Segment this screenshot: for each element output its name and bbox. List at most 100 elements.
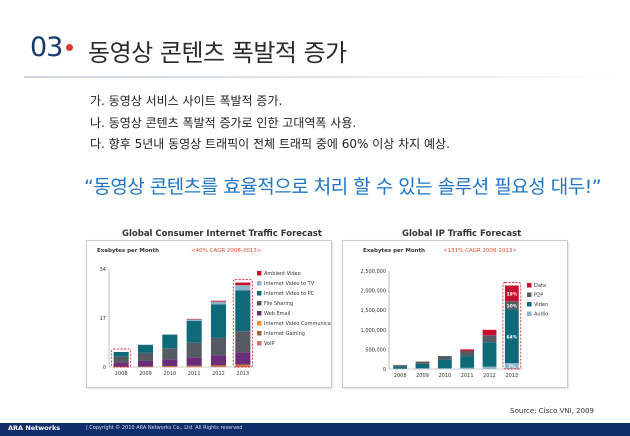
- legend-label: Video: [534, 302, 548, 308]
- bar-segment: [235, 366, 251, 367]
- bar-segment: [162, 359, 178, 367]
- bar-segment: [235, 285, 251, 291]
- bullet-item: 다. 향후 5년내 동영상 트래픽이 전체 트래픽 중에 60% 이상 차지 예…: [90, 137, 450, 151]
- bar-segment: [210, 365, 227, 367]
- y-tick-label: 0: [383, 367, 386, 373]
- title-bullet-dot: [66, 44, 73, 51]
- bar-segment: [460, 350, 475, 357]
- bar-segment: [137, 366, 154, 368]
- bar-segment: [137, 344, 154, 346]
- x-tick-label: 2008: [115, 371, 128, 377]
- bar-segment: [186, 357, 202, 366]
- bar-segment: [504, 363, 519, 369]
- bar-segment: [235, 290, 251, 332]
- bar-segment: [186, 318, 202, 320]
- bar-segment: [162, 366, 178, 367]
- footer-brand: ARA Networks: [8, 424, 61, 432]
- legend-label: Data: [534, 283, 546, 289]
- bullet-item: 가. 동영상 서비스 사이트 폭발적 증가.: [90, 94, 283, 108]
- bar-segment: [482, 329, 497, 336]
- bar-segment: [504, 285, 519, 302]
- bar-segment: [113, 362, 129, 367]
- y-tick-label: 2,500,000: [361, 269, 386, 275]
- footer-copyright: | Copyright © 2010 ARA Networks Co., Ltd…: [86, 425, 243, 431]
- legend-swatch: [257, 341, 262, 346]
- legend-label: Internet Video Communications: [264, 321, 331, 327]
- x-tick-label: 2011: [461, 373, 474, 379]
- bar-segment: [482, 342, 497, 367]
- bar-segment: [210, 304, 227, 338]
- bar-segment: [186, 342, 202, 358]
- bar-segment: [186, 365, 202, 367]
- chart-consumer-traffic: Exabytes per Month <40% CAGR 2008-2013> 0 1…: [97, 248, 343, 377]
- legend-swatch: [257, 271, 262, 276]
- bullet-item: 나. 동영상 콘텐츠 폭발적 증가로 인한 고대역폭 사용.: [90, 115, 357, 130]
- chart-panel-consumer: Exabytes per Month <40% CAGR 2008-2013> 0 1…: [86, 240, 343, 388]
- bar-segment: [113, 356, 129, 363]
- bar-segment: [210, 355, 227, 366]
- bar-segment: [186, 366, 202, 368]
- legend-label: Internet Video to TV: [264, 281, 315, 287]
- bar-segment: [460, 367, 475, 369]
- legend-label: Internet Video to PC: [264, 291, 315, 297]
- legend-swatch: [527, 311, 532, 316]
- bar-segment: [162, 348, 178, 360]
- highlight-box: [111, 348, 132, 368]
- legend-label: VoIP: [264, 341, 275, 347]
- bar-segment: [137, 360, 154, 367]
- cagr-annotation: <131% CAGR 2008-2013>: [443, 248, 517, 254]
- legend-swatch: [527, 292, 532, 297]
- legend-label: File Sharing: [264, 301, 293, 307]
- y-axis-label: Exabytes per Month: [363, 248, 425, 254]
- bar-segment: [393, 368, 408, 370]
- bar-segment: [210, 301, 227, 305]
- legend-swatch: [257, 291, 262, 296]
- highlight-box: [502, 282, 522, 370]
- x-tick-label: 2010: [163, 371, 176, 377]
- legend-swatch: [257, 311, 262, 316]
- bar-segment: [162, 335, 178, 349]
- legend-swatch: [257, 301, 262, 306]
- y-tick-label: 0: [103, 365, 106, 371]
- y-tick-label: 34: [100, 267, 106, 273]
- x-tick-label: 2011: [188, 371, 201, 377]
- bar-segment: [235, 364, 251, 366]
- legend-label: Ambient Video: [264, 271, 301, 277]
- data-label: 10%: [506, 303, 517, 309]
- data-label: 19%: [506, 291, 517, 297]
- data-label: 64%: [506, 334, 517, 340]
- bar-segment: [113, 352, 129, 357]
- bar-segment: [137, 366, 154, 367]
- x-tick-label: 2009: [139, 371, 152, 377]
- bar-segment: [393, 365, 408, 367]
- bar-segment: [235, 365, 251, 367]
- slide-number: 03: [30, 32, 63, 63]
- bar-segment: [137, 344, 154, 353]
- bar-segment: [482, 366, 497, 369]
- legend-swatch: [257, 331, 262, 336]
- bar-segment: [415, 363, 430, 369]
- legend-label: Audio: [534, 312, 548, 318]
- bar-segment: [437, 356, 452, 360]
- cagr-annotation: <40% CAGR 2008-2013>: [191, 248, 262, 254]
- bar-segment: [393, 366, 408, 369]
- legend-label: P2P: [534, 293, 543, 299]
- slide-title: 동영상 콘텐츠 폭발적 증가: [88, 39, 347, 67]
- highlight-box: [232, 279, 253, 368]
- legend-swatch: [527, 283, 532, 288]
- headline-quote: “동영상 콘텐츠를 효율적으로 처리 할 수 있는 솔루션 필요성 대두!”: [84, 176, 602, 198]
- x-tick-label: 2012: [483, 373, 496, 379]
- x-tick-label: 2009: [416, 373, 429, 379]
- legend-swatch: [527, 302, 532, 307]
- source-note: Source: Cisco VNI, 2009: [510, 407, 594, 415]
- y-tick-label: 1,500,000: [361, 308, 386, 314]
- chart-title-consumer: Global Consumer Internet Traffic Forecas…: [122, 229, 322, 239]
- legend-swatch: [257, 321, 262, 326]
- chart-title-ip: Global IP Traffic Forecast: [402, 229, 522, 239]
- bar-segment: [210, 300, 227, 302]
- y-tick-label: 1,000,000: [361, 328, 386, 334]
- bar-segment: [504, 301, 519, 310]
- x-tick-label: 2013: [505, 373, 518, 379]
- bar-segment: [437, 368, 452, 369]
- y-tick-label: 17: [100, 316, 106, 322]
